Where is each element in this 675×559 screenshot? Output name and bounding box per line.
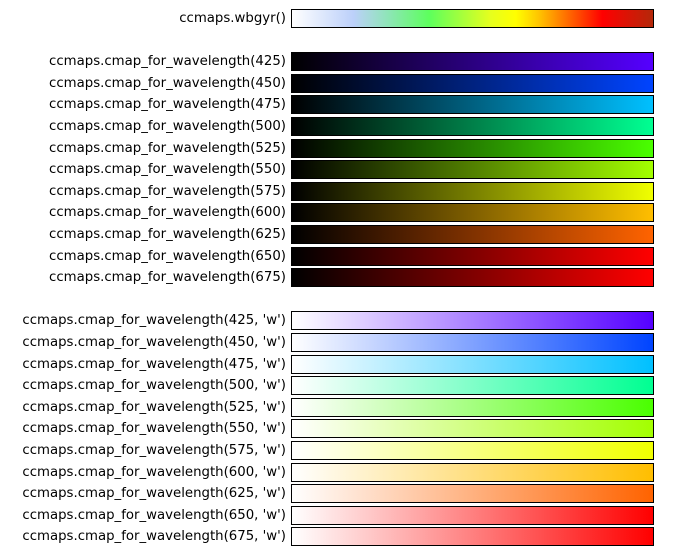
colormap-gradient-bar — [291, 247, 654, 266]
colormap-gradient-bar — [291, 311, 654, 330]
colormap-gradient-bar — [291, 376, 654, 395]
colormap-row: ccmaps.cmap_for_wavelength(600, 'w') — [0, 463, 675, 482]
colormap-gradient-bar — [291, 398, 654, 417]
colormap-label: ccmaps.cmap_for_wavelength(550, 'w') — [22, 421, 286, 436]
colormap-label: ccmaps.cmap_for_wavelength(500, 'w') — [22, 378, 286, 393]
colormap-gradient-bar — [291, 182, 654, 201]
colormap-gradient-bar — [291, 139, 654, 158]
colormap-gradient-bar — [291, 441, 654, 460]
colormap-label: ccmaps.cmap_for_wavelength(575) — [49, 184, 286, 199]
colormap-row: ccmaps.cmap_for_wavelength(550, 'w') — [0, 419, 675, 438]
colormap-row: ccmaps.cmap_for_wavelength(475) — [0, 95, 675, 114]
colormap-label: ccmaps.cmap_for_wavelength(450, 'w') — [22, 335, 286, 350]
colormap-gradient-bar — [291, 484, 654, 503]
colormap-label: ccmaps.cmap_for_wavelength(425) — [49, 54, 286, 69]
colormap-gradient-bar — [291, 463, 654, 482]
colormap-gradient-bar — [291, 9, 654, 28]
colormap-label: ccmaps.cmap_for_wavelength(575, 'w') — [22, 443, 286, 458]
colormap-gradient-bar — [291, 419, 654, 438]
colormap-gradient-bar — [291, 333, 654, 352]
colormap-row: ccmaps.cmap_for_wavelength(625, 'w') — [0, 484, 675, 503]
colormap-gradient-bar — [291, 225, 654, 244]
colormap-gradient-bar — [291, 268, 654, 287]
colormap-label: ccmaps.cmap_for_wavelength(425, 'w') — [22, 313, 286, 328]
colormap-label: ccmaps.cmap_for_wavelength(625) — [49, 227, 286, 242]
colormap-row: ccmaps.cmap_for_wavelength(650, 'w') — [0, 506, 675, 525]
colormap-label: ccmaps.cmap_for_wavelength(600, 'w') — [22, 465, 286, 480]
colormap-label: ccmaps.cmap_for_wavelength(525, 'w') — [22, 400, 286, 415]
colormap-row: ccmaps.cmap_for_wavelength(575, 'w') — [0, 441, 675, 460]
colormap-row: ccmaps.cmap_for_wavelength(500, 'w') — [0, 376, 675, 395]
colormap-gradient-bar — [291, 203, 654, 222]
colormap-label: ccmaps.cmap_for_wavelength(475) — [49, 97, 286, 112]
colormap-row: ccmaps.cmap_for_wavelength(425) — [0, 52, 675, 71]
colormap-gradient-bar — [291, 95, 654, 114]
colormap-row: ccmaps.cmap_for_wavelength(600) — [0, 203, 675, 222]
colormap-row: ccmaps.cmap_for_wavelength(450, 'w') — [0, 333, 675, 352]
colormap-row: ccmaps.cmap_for_wavelength(575) — [0, 182, 675, 201]
colormap-gradient-bar — [291, 527, 654, 546]
colormap-row: ccmaps.cmap_for_wavelength(550) — [0, 160, 675, 179]
colormap-label: ccmaps.cmap_for_wavelength(600) — [49, 205, 286, 220]
colormap-label: ccmaps.cmap_for_wavelength(625, 'w') — [22, 486, 286, 501]
colormap-row: ccmaps.cmap_for_wavelength(675) — [0, 268, 675, 287]
colormap-gradient-bar — [291, 355, 654, 374]
colormap-row: ccmaps.cmap_for_wavelength(425, 'w') — [0, 311, 675, 330]
colormap-row: ccmaps.cmap_for_wavelength(675, 'w') — [0, 527, 675, 546]
colormap-row: ccmaps.cmap_for_wavelength(500) — [0, 117, 675, 136]
colormap-gradient-bar — [291, 506, 654, 525]
colormap-gradient-bar — [291, 52, 654, 71]
colormap-row: ccmaps.cmap_for_wavelength(525, 'w') — [0, 398, 675, 417]
colormap-label: ccmaps.cmap_for_wavelength(475, 'w') — [22, 357, 286, 372]
colormap-label: ccmaps.cmap_for_wavelength(650, 'w') — [22, 508, 286, 523]
colormap-label: ccmaps.cmap_for_wavelength(550) — [49, 162, 286, 177]
colormap-label: ccmaps.cmap_for_wavelength(450) — [49, 76, 286, 91]
colormap-row: ccmaps.cmap_for_wavelength(450) — [0, 74, 675, 93]
colormap-row: ccmaps.cmap_for_wavelength(625) — [0, 225, 675, 244]
colormap-label: ccmaps.cmap_for_wavelength(525) — [49, 141, 286, 156]
colormap-row: ccmaps.wbgyr() — [0, 9, 675, 28]
colormap-label: ccmaps.cmap_for_wavelength(500) — [49, 119, 286, 134]
colormap-row: ccmaps.cmap_for_wavelength(525) — [0, 139, 675, 158]
colormap-row: ccmaps.cmap_for_wavelength(650) — [0, 247, 675, 266]
colormap-label: ccmaps.cmap_for_wavelength(675) — [49, 270, 286, 285]
colormap-label: ccmaps.wbgyr() — [179, 11, 286, 26]
colormap-gradient-bar — [291, 160, 654, 179]
colormap-gradient-bar — [291, 117, 654, 136]
colormap-gradient-bar — [291, 74, 654, 93]
colormap-row: ccmaps.cmap_for_wavelength(475, 'w') — [0, 355, 675, 374]
colormap-label: ccmaps.cmap_for_wavelength(675, 'w') — [22, 529, 286, 544]
colormap-label: ccmaps.cmap_for_wavelength(650) — [49, 249, 286, 264]
